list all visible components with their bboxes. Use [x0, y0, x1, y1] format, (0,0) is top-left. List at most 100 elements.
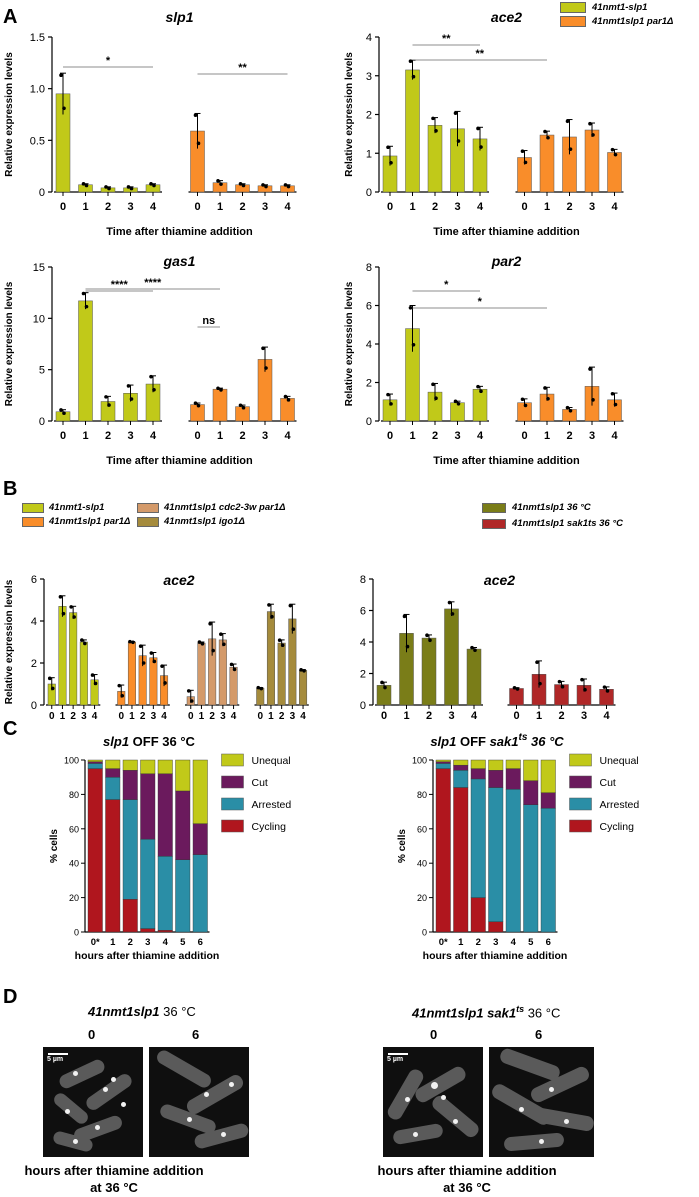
x-tick-label: 2 [566, 430, 572, 442]
x-tick-label: 1 [544, 430, 550, 442]
data-point [193, 401, 198, 405]
data-point [389, 160, 393, 165]
data-point [283, 394, 288, 399]
chart-title: ace2 [491, 9, 522, 25]
bar [584, 129, 600, 193]
data-point [84, 183, 89, 188]
data-point [59, 408, 63, 412]
x-tick-label: 3 [127, 430, 133, 442]
stacked-segment [488, 787, 504, 922]
legend-label: 41nmt1slp1 36 °C [512, 502, 591, 513]
legend-swatch [569, 797, 592, 811]
stacked-segment [523, 780, 539, 805]
y-tick-label: 60 [417, 824, 427, 834]
stacked-segment [523, 759, 539, 781]
data-point [62, 411, 66, 415]
data-point [456, 401, 461, 406]
data-point [610, 391, 615, 396]
y-tick-label: 5 [39, 365, 45, 377]
chart-a-ace2: ace2 0 1 2 3 4 Relative expression levels Time … [344, 9, 624, 238]
stacked-segment [87, 768, 103, 933]
y-axis-label: Relative expression levels [4, 281, 15, 406]
data-point [291, 627, 296, 631]
significance-label: **** [111, 279, 129, 291]
data-point [520, 397, 525, 402]
scale-bar-line [388, 1053, 408, 1055]
data-point [126, 185, 131, 189]
stacked-segment [87, 763, 103, 769]
x-tick-label: 1 [82, 201, 88, 213]
bar [539, 134, 555, 193]
data-point [241, 405, 246, 410]
legend-swatch [560, 16, 586, 27]
y-tick-label: 8 [366, 262, 372, 274]
chart-title: slp1 OFF 36 °C [103, 734, 196, 749]
data-point [141, 661, 146, 665]
x-tick-label: 4 [231, 711, 237, 720]
data-point [402, 614, 407, 619]
data-point [453, 111, 458, 115]
stacked-segment [105, 777, 121, 800]
data-point [241, 183, 246, 188]
x-tick-label: 1 [60, 711, 66, 720]
data-point [380, 680, 384, 685]
data-point [149, 374, 153, 379]
stacked-segment [540, 759, 556, 793]
stacked-segment [192, 759, 208, 824]
panel-d-right-title: 41nmt1slp1 sak1ts 36 °C [412, 1004, 561, 1021]
x-tick-label: 3 [589, 430, 595, 442]
x-axis-label: Time after thiamine addition [433, 455, 580, 467]
data-point [535, 660, 539, 665]
x-tick-label: 3 [262, 430, 268, 442]
legend-label: Unequal [252, 755, 291, 767]
x-tick-label: 3 [454, 430, 460, 442]
x-tick-label: 0 [60, 430, 66, 442]
x-tick-label: 2 [432, 430, 438, 442]
data-point [383, 685, 387, 690]
x-tick-label: 1 [199, 711, 205, 720]
data-point [476, 126, 480, 131]
data-point [450, 612, 455, 616]
legend-swatch [221, 819, 244, 833]
data-point [193, 113, 198, 118]
bar [69, 612, 78, 706]
x-tick-label: 3 [262, 201, 268, 213]
data-point [107, 403, 111, 407]
x-tick-label: 3 [493, 937, 498, 948]
x-tick-label: 1 [403, 710, 409, 720]
data-point [152, 659, 157, 664]
bar [218, 639, 227, 706]
data-point [47, 676, 52, 681]
bar [472, 388, 488, 422]
y-tick-label: 0 [366, 187, 372, 199]
scale-bar-label: 5 µm [47, 1056, 64, 1063]
x-tick-label: 2 [105, 430, 111, 442]
data-point [538, 681, 542, 686]
legend-label: 41nmt1slp1 cdc2-3w par1Δ [164, 502, 286, 513]
data-point [302, 668, 306, 673]
x-tick-label: 4 [163, 937, 169, 948]
legend-swatch [221, 797, 244, 811]
data-point [131, 640, 135, 645]
data-point [208, 621, 212, 626]
legend-swatch [560, 2, 586, 13]
x-tick-label: 3 [81, 711, 87, 720]
data-point [428, 638, 432, 643]
x-tick-label: 2 [432, 201, 438, 213]
data-point [405, 644, 410, 649]
x-tick-label: 4 [611, 201, 618, 213]
stacked-segment [105, 759, 121, 769]
panel-letter-d: D [3, 986, 18, 1008]
stacked-segment [140, 759, 156, 774]
x-tick-label: 0* [91, 937, 100, 948]
data-point [267, 603, 271, 607]
x-tick-label: 0 [188, 711, 194, 720]
x-tick-label: 0 [521, 430, 527, 442]
data-point [591, 398, 595, 402]
x-tick-label: 1 [458, 937, 464, 948]
bar [509, 688, 524, 706]
data-point [50, 686, 55, 691]
data-point [411, 342, 416, 347]
data-point [216, 386, 220, 391]
data-point [588, 121, 592, 126]
